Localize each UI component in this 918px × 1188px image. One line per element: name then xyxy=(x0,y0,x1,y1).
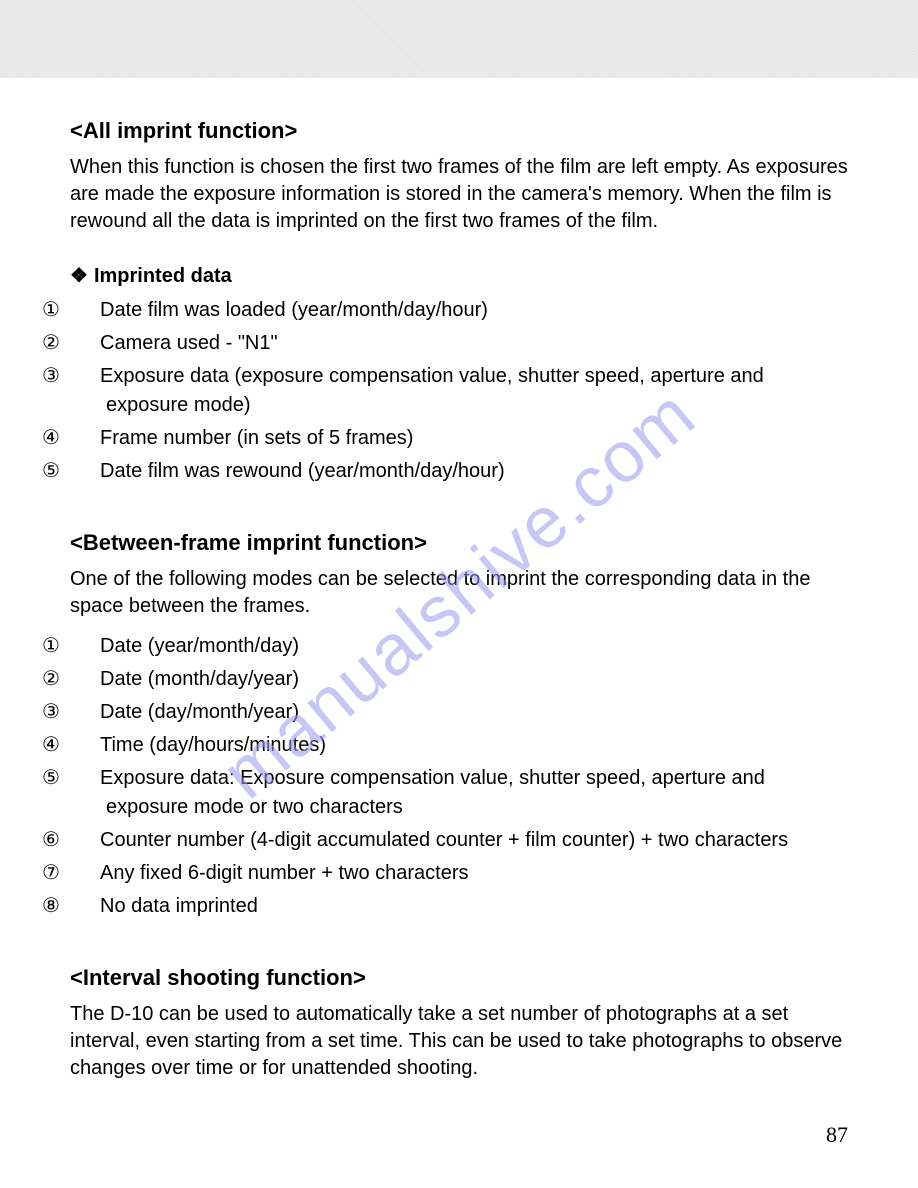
section-body-all-imprint: When this function is chosen the first t… xyxy=(70,154,848,235)
list-item: ②Date (month/day/year) xyxy=(74,665,848,694)
list-marker: ⑤ xyxy=(74,457,100,486)
section-heading-all-imprint: <All imprint function> xyxy=(70,118,848,144)
list-marker: ⑧ xyxy=(74,892,100,921)
list-text: Exposure data: Exposure compensation val… xyxy=(100,767,765,818)
list-marker: ④ xyxy=(74,731,100,760)
section-heading-interval: <Interval shooting function> xyxy=(70,965,848,991)
list-marker: ② xyxy=(74,665,100,694)
list-item: ⑤Date film was rewound (year/month/day/h… xyxy=(74,457,848,486)
list-item: ①Date film was loaded (year/month/day/ho… xyxy=(74,296,848,325)
subheading-text: Imprinted data xyxy=(94,265,232,287)
section-body-between-frame: One of the following modes can be select… xyxy=(70,566,848,620)
list-marker: ⑦ xyxy=(74,859,100,888)
diamond-icon: ❖ xyxy=(70,263,88,288)
list-item: ④Frame number (in sets of 5 frames) xyxy=(74,424,848,453)
list-marker: ④ xyxy=(74,424,100,453)
list-item: ⑥Counter number (4-digit accumulated cou… xyxy=(74,826,848,855)
list-item: ⑤Exposure data: Exposure compensation va… xyxy=(74,764,848,822)
subheading-imprinted-data: ❖ Imprinted data xyxy=(70,263,848,288)
section-body-interval: The D-10 can be used to automatically ta… xyxy=(70,1001,848,1082)
list-text: Date film was rewound (year/month/day/ho… xyxy=(100,460,505,482)
list-item: ①Date (year/month/day) xyxy=(74,632,848,661)
list-item: ⑧No data imprinted xyxy=(74,892,848,921)
list-marker: ③ xyxy=(74,362,100,391)
list-text: Date film was loaded (year/month/day/hou… xyxy=(100,299,488,321)
list-text: Frame number (in sets of 5 frames) xyxy=(100,427,413,449)
page-content: <All imprint function> When this functio… xyxy=(0,78,918,1082)
list-marker: ① xyxy=(74,632,100,661)
section-heading-between-frame: <Between-frame imprint function> xyxy=(70,530,848,556)
list-marker: ① xyxy=(74,296,100,325)
imprinted-data-list: ①Date film was loaded (year/month/day/ho… xyxy=(70,296,848,486)
list-marker: ③ xyxy=(74,698,100,727)
list-text: Camera used - "N1" xyxy=(100,332,278,354)
list-marker: ⑥ xyxy=(74,826,100,855)
list-text: No data imprinted xyxy=(100,895,258,917)
list-text: Time (day/hours/minutes) xyxy=(100,734,326,756)
page-number: 87 xyxy=(826,1122,848,1148)
list-text: Any fixed 6-digit number + two character… xyxy=(100,862,469,884)
list-text: Date (month/day/year) xyxy=(100,668,299,690)
list-text: Date (day/month/year) xyxy=(100,701,299,723)
list-item: ②Camera used - "N1" xyxy=(74,329,848,358)
scan-noise-header xyxy=(0,0,918,78)
list-item: ③Date (day/month/year) xyxy=(74,698,848,727)
list-text: Counter number (4-digit accumulated coun… xyxy=(100,829,788,851)
list-text: Date (year/month/day) xyxy=(100,635,299,657)
list-text: Exposure data (exposure compensation val… xyxy=(100,365,764,416)
between-frame-list: ①Date (year/month/day) ②Date (month/day/… xyxy=(70,632,848,921)
list-marker: ② xyxy=(74,329,100,358)
list-item: ④Time (day/hours/minutes) xyxy=(74,731,848,760)
list-item: ⑦Any fixed 6-digit number + two characte… xyxy=(74,859,848,888)
list-marker: ⑤ xyxy=(74,764,100,793)
list-item: ③Exposure data (exposure compensation va… xyxy=(74,362,848,420)
